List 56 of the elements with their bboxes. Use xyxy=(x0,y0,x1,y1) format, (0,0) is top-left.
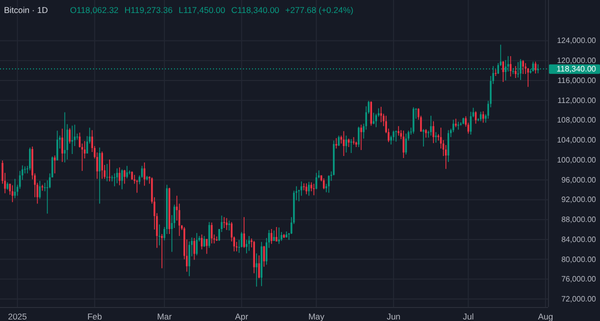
candlestick xyxy=(116,168,118,184)
x-tick-label: May xyxy=(308,311,326,321)
candlestick xyxy=(14,178,16,199)
candlestick xyxy=(121,168,123,190)
candlestick xyxy=(380,106,382,123)
x-tick-label: Jun xyxy=(386,311,401,321)
candlestick xyxy=(335,138,338,149)
candlestick xyxy=(270,228,272,244)
candlestick xyxy=(136,179,138,194)
candlestick xyxy=(124,169,126,184)
candlestick xyxy=(228,220,230,231)
candlestick xyxy=(144,162,146,186)
x-tick-label: Aug xyxy=(538,311,554,321)
candlestick xyxy=(71,125,74,154)
text: Bitcoin · 1D xyxy=(4,5,48,15)
candlestick xyxy=(514,66,516,78)
candlestick xyxy=(276,226,278,242)
candlestick xyxy=(432,120,434,144)
x-tick-label: Jul xyxy=(462,311,474,321)
x-tick-label: Feb xyxy=(87,311,102,321)
candlestick xyxy=(405,133,407,155)
candlestick xyxy=(435,132,437,143)
candlestick xyxy=(29,147,31,171)
candlestick xyxy=(248,236,250,252)
candlestick xyxy=(278,227,280,244)
candlestick xyxy=(395,130,397,142)
candlestick xyxy=(398,126,400,136)
x-tick-label: 2025 xyxy=(8,311,28,321)
ref-line-label: 118,340.00 xyxy=(556,64,597,74)
candlestick xyxy=(306,182,308,195)
candlestick xyxy=(243,216,245,248)
candlestick xyxy=(246,240,248,254)
annotation: +277.68 (+0.24%) xyxy=(285,5,354,15)
x-tick-label: Mar xyxy=(157,311,172,321)
candlestick xyxy=(412,106,414,134)
candlestick xyxy=(158,224,160,246)
candlestick xyxy=(118,167,120,186)
x-tick-label: Apr xyxy=(235,311,248,321)
candlestick xyxy=(223,216,226,228)
candlestick xyxy=(534,61,536,74)
candlestick xyxy=(522,60,524,74)
candlestick xyxy=(12,184,14,203)
candlestick xyxy=(258,254,260,279)
candlestick xyxy=(402,130,404,158)
annotation: O118,062.32 xyxy=(70,5,119,15)
candlestick xyxy=(161,234,163,269)
annotation: H119,273.36 xyxy=(124,5,173,15)
candlestick xyxy=(422,128,424,147)
candlestick xyxy=(430,115,432,136)
candlestick xyxy=(273,230,275,242)
candlestick xyxy=(392,130,394,141)
annotation: L117,450.00 xyxy=(178,5,226,15)
annotation: C118,340.00 xyxy=(231,5,280,15)
candlestick xyxy=(256,252,258,288)
candlestick xyxy=(263,246,265,268)
candlestick xyxy=(126,166,128,179)
